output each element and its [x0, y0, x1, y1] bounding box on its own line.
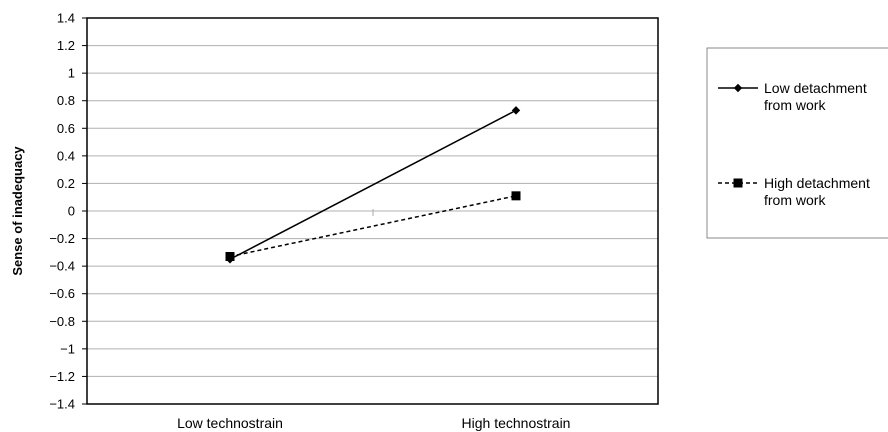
- y-tick-label: 1.4: [57, 11, 75, 26]
- y-tick-label: −1.2: [49, 369, 75, 384]
- y-tick-label: 0: [68, 204, 75, 219]
- legend-box: [706, 47, 888, 239]
- series-1: [225, 106, 521, 264]
- legend-label: Low detachment: [764, 80, 867, 96]
- y-axis-ticks: 1.4 1.2 1 0.8 0.6 0.4 0.2 0 −0.2 −0.4 −0.6 −0.8 −1 −1…: [49, 11, 87, 412]
- x-category-label: Low technostrain: [177, 415, 283, 431]
- y-tick-label: 1.2: [57, 38, 75, 53]
- series-2: [225, 191, 521, 261]
- y-tick-label: −0.4: [49, 259, 75, 274]
- y-tick-label: 1: [68, 66, 75, 81]
- y-tick-label: 0.2: [57, 176, 75, 191]
- x-axis-categories: Low technostrain High technostrain: [177, 415, 570, 431]
- legend-label: from work: [764, 192, 826, 208]
- y-tick-label: 0.4: [57, 148, 75, 163]
- legend-label: High detachment: [764, 175, 870, 191]
- x-category-label: High technostrain: [462, 415, 571, 431]
- data-point: [225, 251, 235, 261]
- series-line: [229, 195, 517, 258]
- legend-marker: [733, 178, 743, 188]
- y-tick-label: 0.8: [57, 93, 75, 108]
- data-point: [511, 106, 521, 115]
- y-tick-label: −1: [60, 341, 75, 356]
- legend-label: from work: [764, 97, 826, 113]
- legend-marker: [733, 83, 743, 93]
- y-tick-label: −0.6: [49, 286, 75, 301]
- y-axis-label: Sense of inadequacy: [10, 146, 25, 276]
- y-tick-label: −1.4: [49, 397, 75, 412]
- y-tick-label: 0.6: [57, 121, 75, 136]
- y-tick-label: −0.2: [49, 231, 75, 246]
- series-line: [229, 109, 517, 260]
- gridlines: [87, 45, 658, 377]
- y-tick-label: −0.8: [49, 314, 75, 329]
- series-group: [225, 106, 521, 264]
- data-point: [511, 191, 521, 201]
